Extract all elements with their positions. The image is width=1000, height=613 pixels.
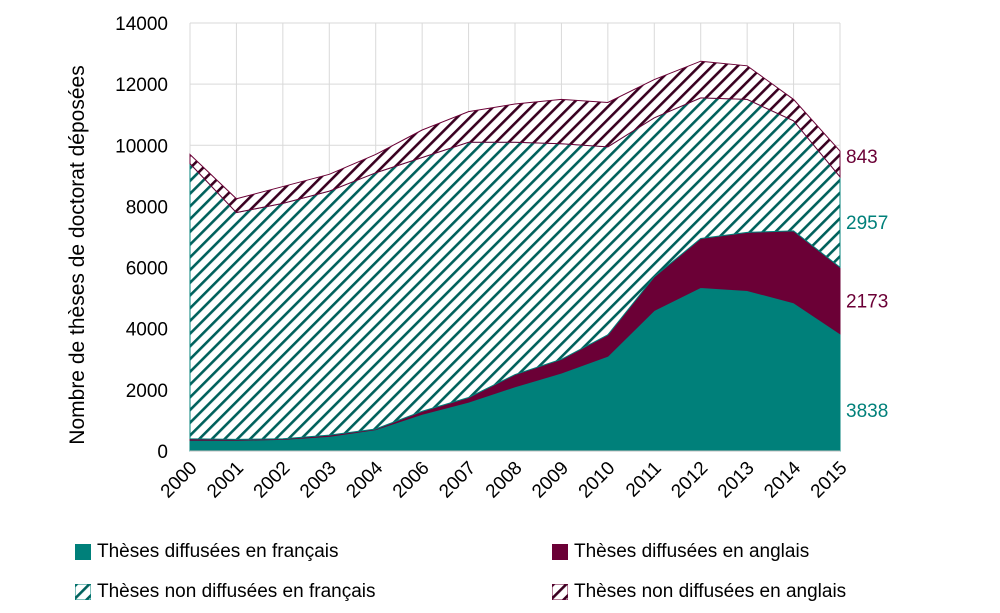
data-label: 3838 <box>846 401 888 422</box>
data-label: 2173 <box>846 291 888 312</box>
legend-item-fr-not-diffused: Thèses non diffusées en français <box>75 581 376 603</box>
data-label: 2957 <box>846 213 888 234</box>
y-tick-label: 0 <box>157 442 168 463</box>
legend-label: Thèses non diffusées en français <box>97 581 376 602</box>
y-tick-label: 12000 <box>115 75 168 96</box>
x-tick-label: 2012 <box>668 458 713 503</box>
area-series-4 <box>189 60 841 214</box>
x-tick-label: 2014 <box>760 457 805 502</box>
legend-swatch <box>552 584 568 600</box>
legend-label: Thèses non diffusées en anglais <box>574 581 847 602</box>
x-tick-label: 2015 <box>807 458 852 503</box>
x-tick-label: 2003 <box>296 458 341 503</box>
x-tick-label: 2000 <box>157 458 202 503</box>
legend-item-fr-diffused: Thèses diffusées en français <box>75 541 339 563</box>
y-tick-label: 8000 <box>126 197 168 218</box>
data-label: 843 <box>846 147 878 168</box>
x-tick-label: 2011 <box>622 458 666 502</box>
x-tick-label: 2002 <box>250 458 295 503</box>
y-tick-label: 4000 <box>126 320 168 341</box>
x-tick-label: 2001 <box>203 458 248 503</box>
x-tick-label: 2008 <box>482 458 527 503</box>
legend-label: Thèses diffusées en français <box>97 541 339 562</box>
y-tick-label: 6000 <box>126 259 168 280</box>
legend-item-en-not-diffused: Thèses non diffusées en anglais <box>552 581 846 603</box>
x-tick-label: 2004 <box>343 457 388 502</box>
y-axis-label: Nombre de thèses de doctorat déposées <box>66 65 89 444</box>
x-tick-label: 2006 <box>389 458 434 503</box>
x-tick-label: 2007 <box>435 458 480 503</box>
y-tick-label: 2000 <box>126 381 168 402</box>
x-tick-label: 2013 <box>714 458 759 503</box>
legend-swatch <box>75 544 91 560</box>
legend-label: Thèses diffusées en anglais <box>574 541 810 562</box>
legend-swatch <box>552 544 568 560</box>
y-tick-label: 10000 <box>115 136 168 157</box>
legend-item-en-diffused: Thèses diffusées en anglais <box>552 541 809 563</box>
legend-swatch <box>75 584 91 600</box>
y-tick-label: 14000 <box>115 14 168 35</box>
x-tick-label: 2009 <box>528 458 573 503</box>
x-tick-label: 2010 <box>575 458 620 503</box>
